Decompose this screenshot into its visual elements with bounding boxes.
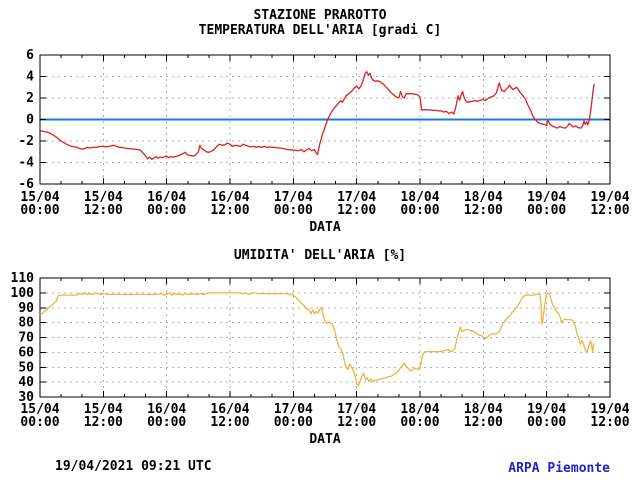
x-tick-date-label: 16/04	[147, 190, 186, 205]
y-tick-label: 80	[18, 316, 34, 331]
generation-timestamp: 19/04/2021 09:21 UTC	[55, 459, 212, 474]
x-tick-date-label: 15/04	[20, 190, 59, 205]
x-tick-time-label: 00:00	[400, 203, 439, 218]
x-tick-date-label: 17/04	[274, 190, 313, 205]
y-tick-label: 4	[26, 70, 34, 85]
x-tick-date-label: 15/04	[20, 402, 59, 417]
y-tick-label: 40	[18, 375, 34, 390]
x-tick-time-label: 00:00	[274, 203, 313, 218]
x-tick-time-label: 12:00	[210, 203, 249, 218]
x-tick-time-label: 00:00	[527, 415, 566, 430]
umidita-series-line	[39, 292, 595, 387]
y-tick-label: 50	[18, 360, 34, 375]
temperature-chart: 6420-2-4-615/0400:0015/0412:0016/0400:00…	[18, 48, 629, 235]
x-tick-date-label: 18/04	[464, 190, 503, 205]
x-tick-time-label: 12:00	[464, 415, 503, 430]
x-tick-time-label: 12:00	[464, 203, 503, 218]
x-tick-date-label: 15/04	[84, 190, 123, 205]
y-tick-label: -6	[18, 177, 34, 192]
x-tick-time-label: 00:00	[400, 415, 439, 430]
x-tick-date-label: 16/04	[210, 402, 249, 417]
x-tick-time-label: 12:00	[84, 203, 123, 218]
x-tick-date-label: 17/04	[274, 402, 313, 417]
y-tick-label: 2	[26, 91, 34, 106]
humidity-chart: 1101009080706050403015/0400:0015/0412:00…	[11, 271, 630, 447]
arpa-piemonte-brand: ARPA Piemonte	[508, 461, 610, 476]
y-tick-label: 60	[18, 345, 34, 360]
x-tick-time-label: 12:00	[337, 415, 376, 430]
x-tick-date-label: 16/04	[147, 402, 186, 417]
y-tick-label: 6	[26, 48, 34, 63]
x-tick-date-label: 18/04	[400, 402, 439, 417]
y-tick-label: -4	[18, 156, 34, 171]
temperature-chart-title: TEMPERATURA DELL'ARIA [gradi C]	[198, 23, 442, 38]
x-tick-time-label: 00:00	[147, 203, 186, 218]
x-tick-time-label: 00:00	[274, 415, 313, 430]
y-tick-label: 100	[11, 286, 35, 301]
page-title: STAZIONE PRAROTTO	[253, 8, 387, 23]
y-tick-label: -2	[18, 134, 34, 149]
x-tick-date-label: 17/04	[337, 190, 376, 205]
x-tick-date-label: 18/04	[400, 190, 439, 205]
x-tick-date-label: 18/04	[464, 402, 503, 417]
x-tick-time-label: 12:00	[590, 415, 629, 430]
x-tick-date-label: 15/04	[84, 402, 123, 417]
x-tick-time-label: 12:00	[210, 415, 249, 430]
y-tick-label: 110	[11, 271, 35, 286]
humidity-chart-title: UMIDITA' DELL'ARIA [%]	[233, 248, 407, 263]
x-tick-date-label: 19/04	[590, 190, 629, 205]
x-tick-time-label: 12:00	[337, 203, 376, 218]
x-tick-time-label: 00:00	[147, 415, 186, 430]
x-tick-date-label: 19/04	[527, 402, 566, 417]
x-tick-date-label: 19/04	[590, 402, 629, 417]
y-tick-label: 90	[18, 301, 34, 316]
x-tick-date-label: 17/04	[337, 402, 376, 417]
x-tick-date-label: 16/04	[210, 190, 249, 205]
x-tick-time-label: 00:00	[20, 415, 59, 430]
x-tick-date-label: 19/04	[527, 190, 566, 205]
x-tick-time-label: 00:00	[20, 203, 59, 218]
y-tick-label: 0	[26, 113, 34, 128]
x-axis-title: DATA	[309, 432, 340, 447]
x-tick-time-label: 12:00	[590, 203, 629, 218]
x-tick-time-label: 12:00	[84, 415, 123, 430]
x-tick-time-label: 00:00	[527, 203, 566, 218]
y-tick-label: 30	[18, 390, 34, 405]
x-axis-title: DATA	[309, 220, 340, 235]
temperatura-series-line	[39, 71, 595, 160]
y-tick-label: 70	[18, 331, 34, 346]
